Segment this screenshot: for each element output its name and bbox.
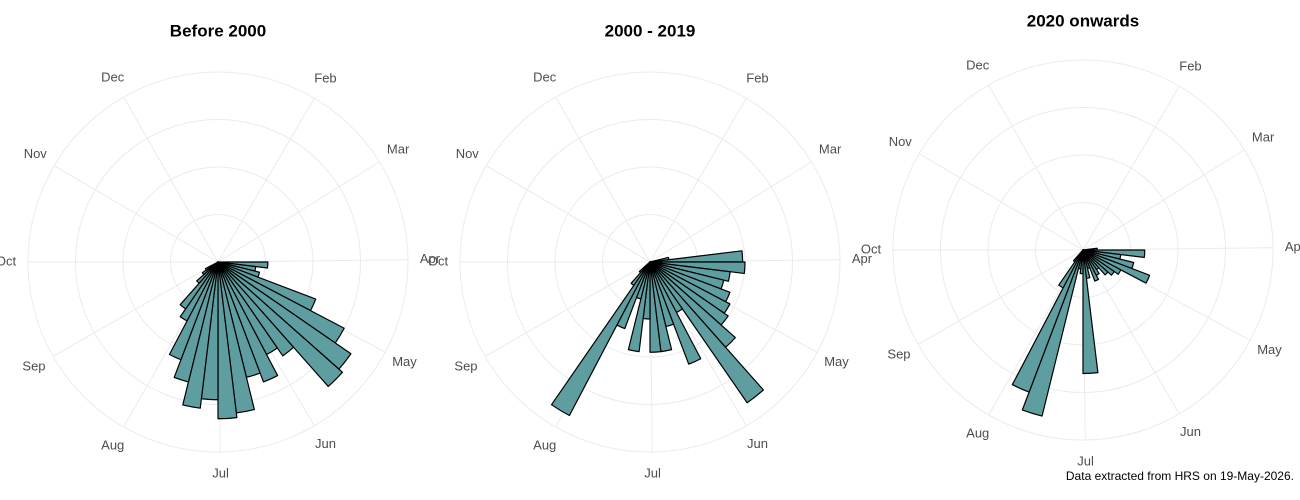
grid-spoke	[484, 261, 651, 357]
bar	[649, 261, 702, 365]
x-tick-label: Aug	[533, 437, 556, 452]
x-tick-label: Feb	[1179, 59, 1201, 74]
x-tick-label: Oct	[0, 253, 16, 268]
grid-spoke	[123, 96, 219, 263]
bar	[217, 261, 279, 383]
grid-spoke	[53, 165, 219, 263]
x-tick-label: Feb	[746, 71, 768, 86]
grid-spoke	[485, 165, 651, 263]
grid-spoke	[917, 249, 1084, 345]
chart-title: 2000 - 2019	[605, 21, 696, 40]
grid-spoke	[52, 261, 219, 357]
bar	[1082, 249, 1099, 375]
x-tick-label: Aug	[101, 437, 124, 452]
chart-title: Before 2000	[170, 21, 266, 40]
x-tick-label: Apr	[420, 251, 441, 266]
grid-spoke	[649, 97, 747, 263]
x-tick-label: May	[824, 354, 849, 369]
x-tick-label: Mar	[387, 142, 410, 157]
bar	[1082, 249, 1100, 282]
grid-spoke	[217, 97, 315, 263]
x-tick-label: Aug	[966, 425, 989, 440]
x-tick-label: Jul	[212, 465, 229, 480]
bar	[179, 261, 219, 310]
x-tick-label: Mar	[819, 142, 842, 157]
grid-spoke	[1082, 249, 1180, 415]
x-tick-label: Dec	[966, 57, 990, 72]
x-tick-label: Apr	[852, 251, 873, 266]
bar	[550, 261, 651, 417]
bar	[204, 261, 219, 271]
bar	[217, 261, 238, 420]
bar	[217, 261, 344, 388]
bar	[217, 261, 295, 357]
x-tick-label: Apr	[1285, 239, 1300, 254]
grid-spoke	[555, 96, 651, 263]
x-tick-label: Jul	[644, 465, 661, 480]
x-tick-label: Jul	[1077, 453, 1094, 468]
x-tick-label: Sep	[454, 359, 477, 374]
x-tick-label: Feb	[314, 71, 336, 86]
x-tick-label: May	[392, 354, 417, 369]
x-tick-label: Nov	[889, 134, 913, 149]
bar	[1011, 249, 1084, 393]
x-tick-label: Mar	[1252, 130, 1275, 145]
x-tick-label: Dec	[533, 69, 557, 84]
x-tick-label: Oct	[861, 241, 882, 256]
grid-spoke	[217, 161, 380, 263]
grid-spoke	[1082, 149, 1245, 251]
x-tick-label: Jun	[315, 436, 336, 451]
chart-title: 2020 onwards	[1027, 11, 1139, 30]
x-tick-label: Jun	[1180, 424, 1201, 439]
grid-spoke	[988, 84, 1084, 251]
bar	[168, 261, 219, 361]
bar	[649, 261, 662, 353]
caption: Data extracted from HRS on 19-May-2026.	[1066, 469, 1294, 483]
bar	[638, 261, 651, 274]
grid-spoke	[1082, 85, 1180, 251]
x-tick-label: Nov	[24, 146, 48, 161]
bar	[1072, 249, 1084, 263]
x-tick-label: Nov	[456, 146, 480, 161]
bar	[649, 261, 764, 404]
x-tick-label: Dec	[101, 69, 125, 84]
x-tick-label: May	[1257, 342, 1282, 357]
x-tick-label: Sep	[887, 347, 910, 362]
x-tick-label: Sep	[22, 359, 45, 374]
grid-spoke	[918, 153, 1084, 251]
grid-spoke	[649, 161, 812, 263]
x-tick-label: Oct	[428, 253, 449, 268]
x-tick-label: Jun	[747, 436, 768, 451]
